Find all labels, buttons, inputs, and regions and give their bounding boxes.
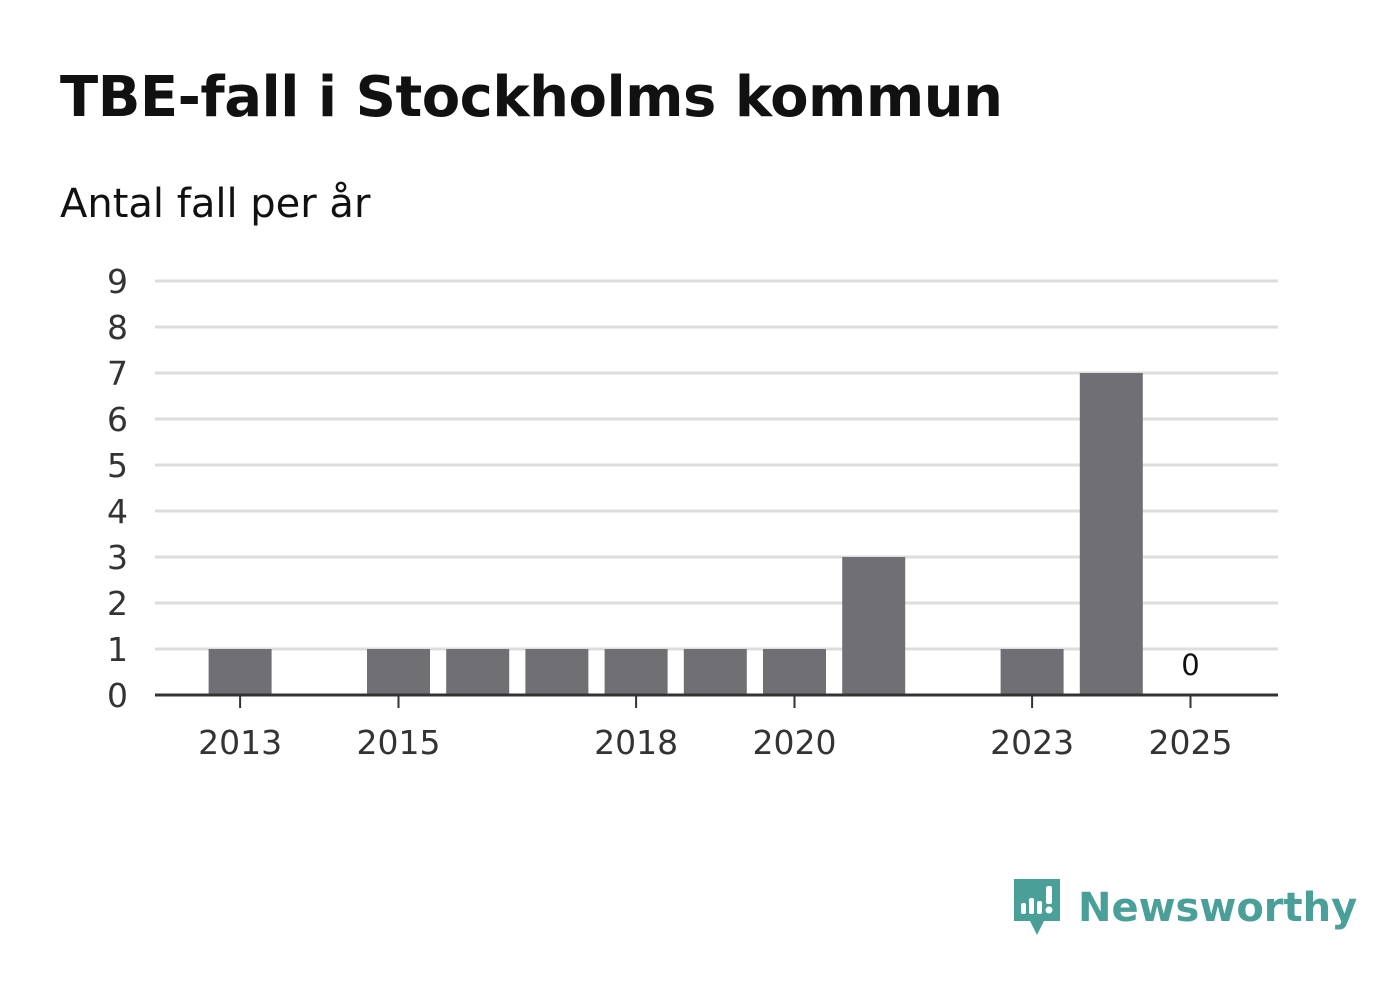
chart-title: TBE-fall i Stockholms kommun bbox=[60, 65, 1003, 130]
x-tick-label: 2018 bbox=[594, 723, 678, 762]
x-tick-label: 2025 bbox=[1149, 723, 1233, 762]
newsworthy-logo-icon bbox=[1014, 879, 1060, 935]
y-tick-label: 3 bbox=[107, 538, 128, 577]
bar-2024 bbox=[1079, 373, 1143, 695]
brand-name: Newsworthy bbox=[1078, 885, 1358, 931]
y-tick-label: 9 bbox=[107, 262, 128, 301]
y-tick-label: 4 bbox=[107, 492, 128, 531]
y-tick-label: 7 bbox=[107, 354, 128, 393]
x-axis bbox=[155, 693, 1278, 708]
y-tick-label: 5 bbox=[107, 446, 128, 485]
y-tick-label: 6 bbox=[107, 400, 128, 439]
bar-2013 bbox=[208, 649, 272, 695]
bar-2023 bbox=[1000, 649, 1064, 695]
x-tick-label: 2023 bbox=[990, 723, 1074, 762]
bar-2017 bbox=[525, 649, 589, 695]
x-tick-label: 2013 bbox=[198, 723, 282, 762]
data-label-2025: 0 bbox=[1181, 648, 1199, 682]
bar-2015 bbox=[367, 649, 430, 695]
labels: 0 1 2 3 4 5 6 7 8 9 2013 2015 2018 2020 2023 2025 0 bbox=[107, 262, 1232, 762]
bar-2020 bbox=[763, 649, 826, 695]
y-tick-label: 2 bbox=[107, 584, 128, 623]
y-tick-label: 1 bbox=[107, 630, 128, 669]
y-tick-label: 0 bbox=[107, 676, 128, 715]
x-tick-label: 2015 bbox=[357, 723, 441, 762]
chart-subtitle: Antal fall per år bbox=[60, 181, 371, 227]
bar-2016 bbox=[446, 649, 510, 695]
bar-2021 bbox=[842, 557, 906, 695]
brand-logo: Newsworthy bbox=[1010, 876, 1357, 940]
bar-2019 bbox=[683, 649, 747, 695]
bar-chart: 0 1 2 3 4 5 6 7 8 9 2013 2015 2018 2020 2023 2025 0 bbox=[107, 262, 1278, 762]
y-tick-label: 8 bbox=[107, 308, 128, 347]
x-tick-label: 2020 bbox=[753, 723, 837, 762]
bar-2018 bbox=[604, 649, 668, 695]
bars bbox=[208, 373, 1143, 695]
